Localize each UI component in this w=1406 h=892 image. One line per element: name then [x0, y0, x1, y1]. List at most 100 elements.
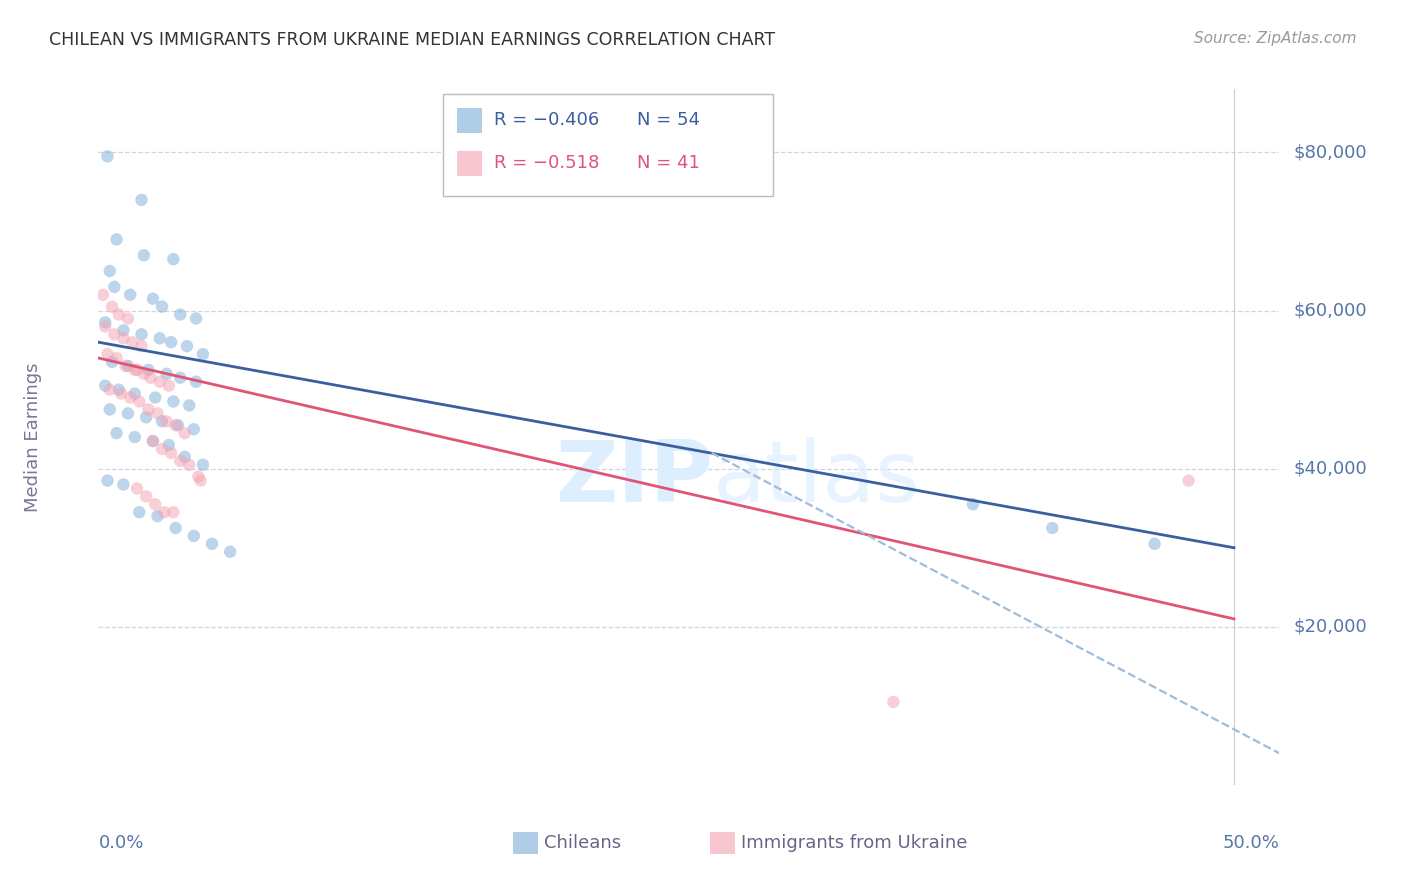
Point [105, 426, 128, 441]
Point [143, 391, 166, 405]
Point [155, 414, 177, 428]
Text: Immigrants from Ukraine: Immigrants from Ukraine [741, 834, 967, 852]
Point [128, 394, 150, 409]
Point [105, 351, 128, 365]
Point [1143, 537, 1166, 551]
Text: 0.0%: 0.0% [98, 834, 143, 852]
Point [98, 402, 121, 417]
Point [169, 308, 191, 322]
Point [120, 391, 142, 405]
Point [101, 355, 124, 369]
Point [91, 287, 114, 301]
Point [112, 331, 135, 345]
Point [142, 292, 165, 306]
Point [135, 410, 157, 425]
Point [94, 315, 117, 329]
Point [132, 367, 155, 381]
Point [138, 363, 160, 377]
Point [201, 537, 224, 551]
Point [96, 149, 118, 163]
Point [103, 280, 125, 294]
Point [165, 418, 187, 433]
Point [162, 394, 184, 409]
Point [94, 378, 117, 392]
Text: atlas: atlas [713, 437, 921, 520]
Point [139, 371, 162, 385]
Point [179, 458, 201, 472]
Point [149, 331, 172, 345]
Point [121, 335, 143, 350]
Text: ZIP: ZIP [555, 437, 713, 520]
Point [125, 482, 148, 496]
Point [131, 339, 153, 353]
Point [190, 474, 212, 488]
Point [112, 477, 135, 491]
Point [1177, 474, 1199, 488]
Point [179, 399, 201, 413]
Point [96, 474, 118, 488]
Point [169, 454, 191, 468]
Point [882, 695, 904, 709]
Text: 50.0%: 50.0% [1223, 834, 1279, 852]
Point [167, 418, 190, 433]
Point [108, 383, 131, 397]
Point [165, 521, 187, 535]
Point [150, 442, 173, 456]
Point [128, 505, 150, 519]
Point [153, 505, 176, 519]
Point [124, 363, 146, 377]
Point [96, 347, 118, 361]
Text: $40,000: $40,000 [1294, 459, 1368, 478]
Point [138, 402, 160, 417]
Point [162, 252, 184, 267]
Text: N = 41: N = 41 [637, 154, 700, 172]
Point [108, 308, 131, 322]
Point [103, 327, 125, 342]
Point [117, 359, 139, 373]
Point [183, 422, 205, 436]
Point [187, 469, 209, 483]
Text: R = −0.406: R = −0.406 [494, 112, 599, 129]
Point [94, 319, 117, 334]
Point [125, 363, 148, 377]
Point [135, 489, 157, 503]
Point [114, 359, 136, 373]
Point [173, 450, 195, 464]
Point [110, 386, 132, 401]
Point [155, 367, 177, 381]
Point [160, 446, 183, 460]
Point [146, 509, 169, 524]
Point [143, 497, 166, 511]
Point [131, 327, 153, 342]
Text: CHILEAN VS IMMIGRANTS FROM UKRAINE MEDIAN EARNINGS CORRELATION CHART: CHILEAN VS IMMIGRANTS FROM UKRAINE MEDIA… [49, 31, 775, 49]
Point [191, 347, 214, 361]
Point [157, 438, 180, 452]
Point [219, 545, 242, 559]
Point [173, 426, 195, 441]
Text: R = −0.518: R = −0.518 [494, 154, 599, 172]
Point [117, 406, 139, 420]
Point [176, 339, 198, 353]
Point [150, 300, 173, 314]
Point [146, 406, 169, 420]
Point [98, 383, 121, 397]
Text: N = 54: N = 54 [637, 112, 700, 129]
Text: Source: ZipAtlas.com: Source: ZipAtlas.com [1194, 31, 1357, 46]
Point [1040, 521, 1063, 535]
Point [962, 497, 984, 511]
Point [98, 264, 121, 278]
Point [184, 311, 207, 326]
Point [169, 371, 191, 385]
Text: $60,000: $60,000 [1294, 301, 1367, 319]
Text: $20,000: $20,000 [1294, 618, 1368, 636]
Point [142, 434, 165, 448]
Text: Chileans: Chileans [544, 834, 621, 852]
Text: $80,000: $80,000 [1294, 144, 1367, 161]
Point [184, 375, 207, 389]
Point [183, 529, 205, 543]
Point [132, 248, 155, 262]
Point [131, 193, 153, 207]
Text: Median Earnings: Median Earnings [24, 362, 42, 512]
Point [120, 287, 142, 301]
Point [105, 232, 128, 246]
